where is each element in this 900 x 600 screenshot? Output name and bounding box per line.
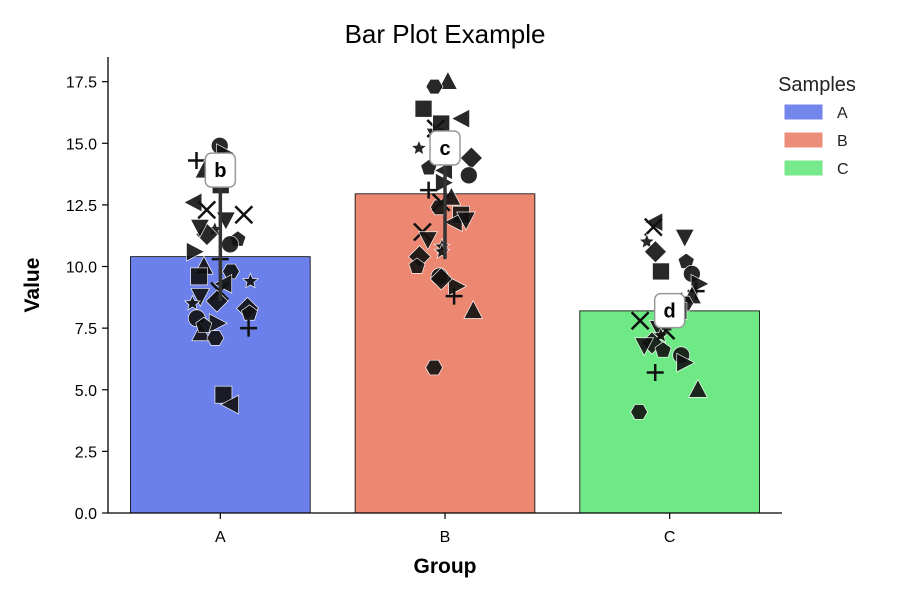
data-point-A	[220, 394, 239, 415]
data-point-A	[205, 289, 229, 313]
x-tick-label: B	[440, 529, 451, 546]
data-point-A	[189, 219, 210, 239]
y-tick-label: 15.0	[66, 136, 97, 153]
data-point-B	[456, 211, 476, 231]
data-point-A	[186, 241, 206, 262]
data-point-C	[654, 341, 672, 358]
significance-label-C: d	[664, 301, 676, 323]
data-point-B	[425, 359, 444, 376]
data-point-B	[425, 78, 444, 95]
data-point-A	[240, 319, 258, 337]
data-point-C	[652, 262, 670, 281]
legend-label-B: B	[837, 133, 848, 150]
significance-box-C	[653, 292, 686, 329]
data-point-A	[221, 235, 239, 254]
y-tick-label: 10.0	[66, 260, 97, 277]
data-point-A	[183, 294, 201, 311]
data-point-B	[417, 231, 438, 251]
chart-title: Bar Plot Example	[345, 19, 546, 49]
x-axis-label: Group	[414, 555, 477, 578]
data-point-A	[187, 152, 205, 170]
x-tick-label: A	[215, 529, 226, 546]
data-point-B	[459, 146, 483, 170]
data-point-B	[408, 257, 426, 274]
legend-swatch-A	[784, 104, 823, 120]
data-point-C	[676, 352, 696, 373]
data-point-B	[437, 70, 458, 90]
significance-labels-group: b c d	[204, 130, 686, 329]
legend: Samples ABC	[778, 74, 856, 178]
data-point-C	[643, 217, 663, 237]
y-tick-label: 5.0	[75, 383, 97, 400]
legend-swatch-C	[784, 160, 823, 176]
data-point-C	[646, 364, 664, 382]
data-point-B	[445, 287, 463, 305]
data-point-B	[420, 181, 438, 199]
data-point-C	[674, 228, 695, 248]
legend-title: Samples	[778, 74, 856, 96]
data-point-A	[183, 192, 203, 213]
legend-swatch-B	[784, 132, 823, 148]
y-tick-label: 12.5	[66, 198, 97, 215]
data-point-B	[432, 114, 451, 133]
y-tick-label: 7.5	[75, 321, 97, 338]
data-point-B	[463, 299, 484, 319]
y-tick-label: 17.5	[66, 75, 97, 92]
data-point-A	[206, 330, 225, 346]
x-tick-label: C	[664, 529, 676, 546]
legend-label-C: C	[837, 161, 849, 178]
data-point-A	[197, 200, 217, 220]
data-point-A	[241, 272, 259, 289]
data-point-A	[190, 288, 211, 308]
data-point-A	[222, 263, 240, 280]
data-point-C	[630, 404, 649, 420]
data-point-A	[234, 205, 254, 225]
data-point-C	[630, 311, 650, 331]
data-point-A	[195, 316, 213, 333]
axes-group: 0.0 2.5 5.0 7.5 10.0 12.5 15.0 17.5 A B C	[66, 57, 782, 546]
data-point-B	[414, 99, 433, 118]
significance-label-B: c	[439, 138, 450, 160]
data-point-B	[450, 108, 470, 129]
data-point-C	[688, 378, 708, 398]
data-point-A	[190, 267, 208, 286]
data-point-B	[429, 267, 453, 291]
y-tick-label: 2.5	[75, 444, 97, 461]
y-axis-label: Value	[21, 258, 44, 313]
data-point-B	[410, 139, 428, 156]
legend-label-A: A	[837, 105, 848, 122]
data-point-C	[634, 337, 655, 357]
significance-label-A: b	[214, 160, 226, 182]
y-tick-label: 0.0	[75, 506, 97, 523]
data-point-B	[459, 166, 478, 185]
significance-box-A	[204, 152, 237, 188]
bar-C	[579, 310, 760, 514]
data-point-B	[431, 193, 451, 212]
significance-box-B	[429, 130, 461, 166]
data-point-C	[638, 232, 656, 250]
